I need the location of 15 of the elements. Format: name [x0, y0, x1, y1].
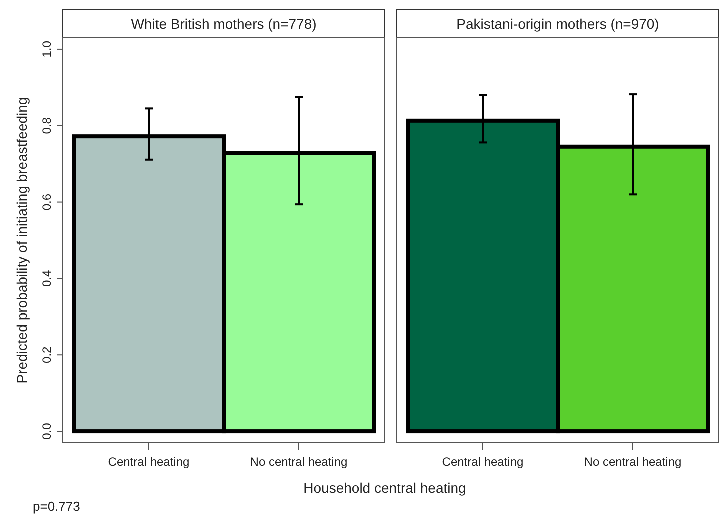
- x-tick-label: Central heating: [108, 455, 190, 469]
- y-tick-label: 0.4: [40, 270, 54, 288]
- chart-title: Pakistani-origin mothers (n=970): [456, 16, 660, 32]
- y-tick-label: 0.6: [40, 194, 54, 211]
- chart-title: White British mothers (n=778): [131, 16, 317, 32]
- y-tick-label: 0.8: [40, 117, 54, 134]
- x-axis-title: Household central heating: [304, 480, 466, 496]
- y-axis-title: Predicted probability of initiating breastfeeding: [14, 97, 30, 384]
- y-tick-label: 0.0: [40, 422, 54, 440]
- y-tick-label: 1.0: [40, 40, 54, 58]
- x-tick-label: No central heating: [250, 455, 348, 469]
- y-tick-label: 0.2: [40, 346, 54, 364]
- x-tick-label: No central heating: [584, 455, 682, 469]
- x-tick-label: Central heating: [442, 455, 524, 469]
- text: p=0.773: [33, 499, 80, 514]
